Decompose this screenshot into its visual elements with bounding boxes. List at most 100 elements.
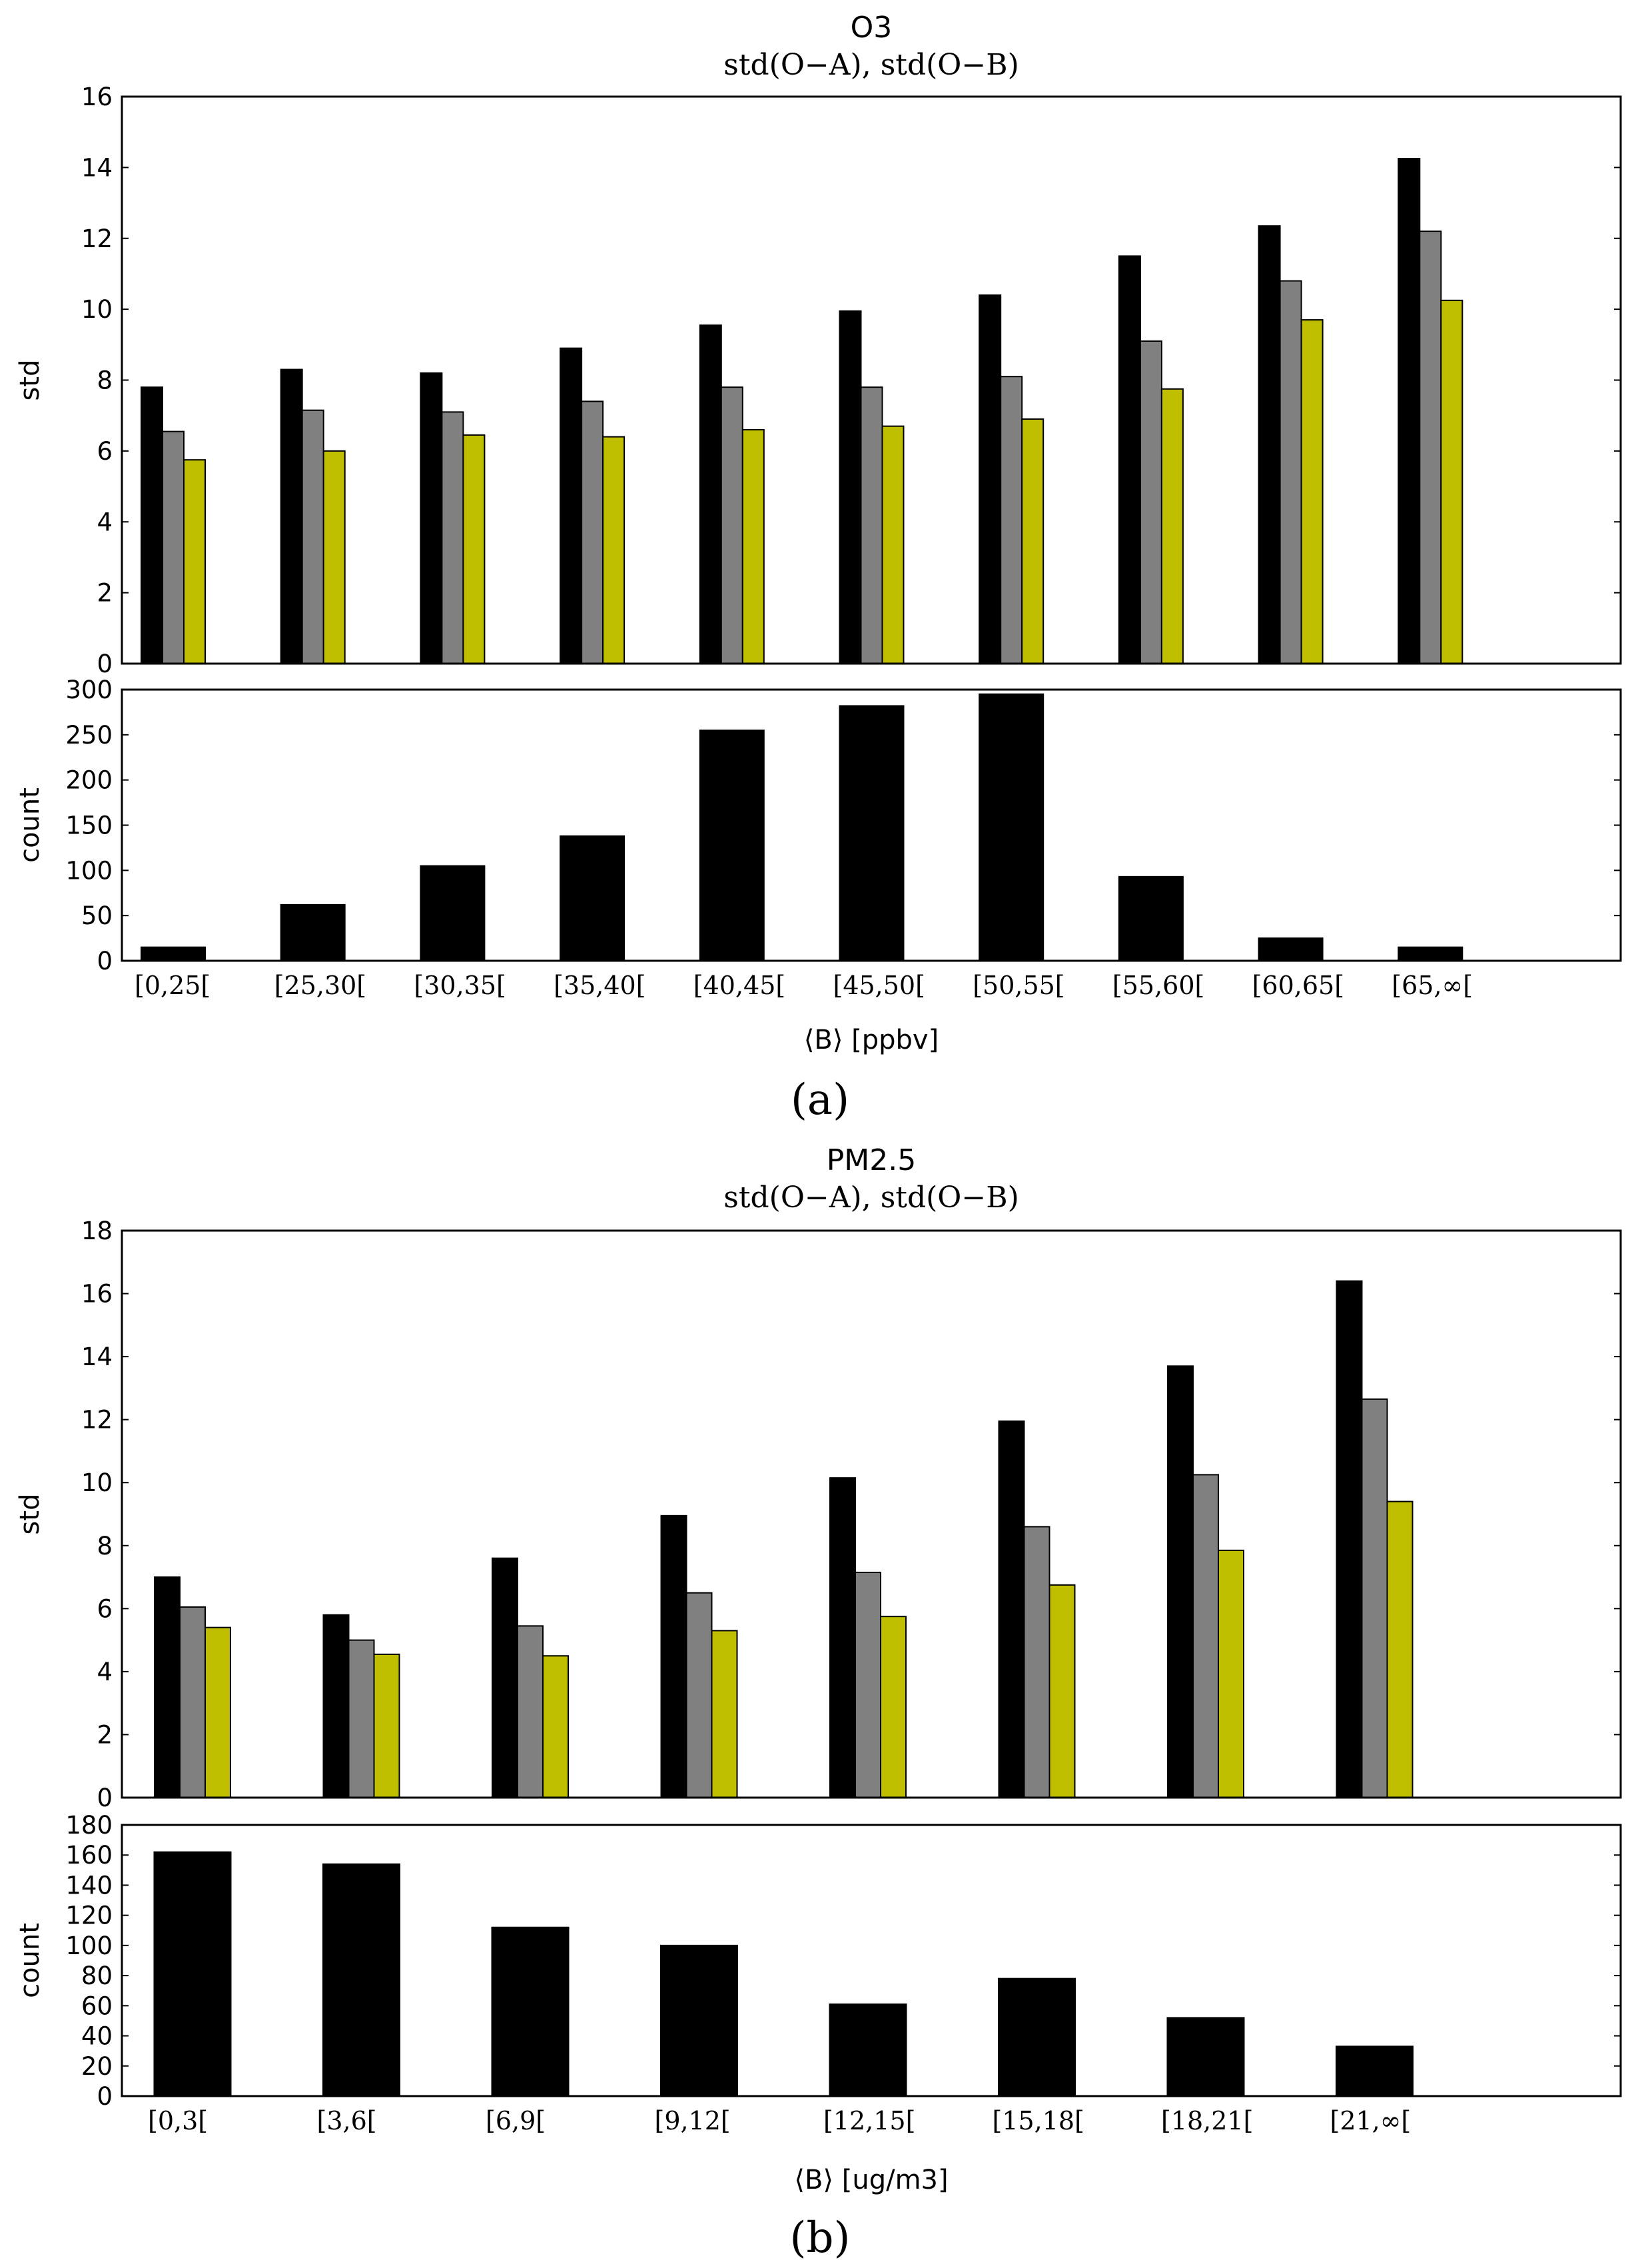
bar-std-yellow	[373, 1653, 400, 1799]
bar-count	[141, 946, 206, 962]
y-tick-label: 50	[81, 901, 113, 930]
x-tick-label: [9,12[	[655, 2106, 731, 2135]
bar-std-black	[560, 347, 583, 664]
bar-std-black	[699, 324, 722, 664]
bar-count	[660, 1944, 738, 2097]
bar-std-grey	[1192, 1474, 1219, 1799]
bar-std-yellow	[1440, 299, 1463, 664]
bar-std-black	[1118, 255, 1141, 664]
bar-std-grey	[855, 1571, 881, 1798]
bar-count	[491, 1926, 570, 2097]
y-tick-label: 4	[97, 508, 113, 536]
y-axis-label: count	[15, 1923, 45, 1998]
bar-count	[1336, 2045, 1414, 2097]
chart-pm25: PM2.5 std(O−A), std(O−B) 0 2 4 6 8 10 12 14 16 18…	[15, 1143, 1622, 2263]
y-tick-label: 2	[97, 579, 113, 608]
y-tick-label: 4	[97, 1658, 113, 1686]
x-tick-label: [45,50[	[833, 971, 925, 1000]
bar-std-grey	[1361, 1398, 1388, 1798]
y-tick-label: 6	[97, 1594, 113, 1623]
x-tick-label: [60,65[	[1252, 971, 1344, 1000]
x-tick-label: [0,3[	[148, 2106, 208, 2135]
bar-std-grey	[860, 386, 883, 664]
y-tick-label: 12	[81, 1406, 113, 1434]
bar-std-black	[141, 386, 163, 664]
bar-std-yellow	[602, 436, 625, 664]
bar-std-black	[1398, 158, 1421, 664]
bar-std-yellow	[741, 428, 765, 665]
bar-count	[1166, 2017, 1245, 2097]
bar-std-yellow	[1218, 1549, 1244, 1798]
x-tick-label: [21,∞[	[1330, 2106, 1412, 2135]
x-tick-label: [12,15[	[823, 2106, 915, 2135]
y-tick-label: 16	[81, 83, 113, 111]
y-tick-label: 250	[65, 721, 113, 750]
x-tick-label: [40,45[	[693, 971, 785, 1000]
x-tick-label: [15,18[	[993, 2106, 1084, 2135]
bar-std-grey	[301, 409, 324, 664]
x-tick-label: [25,30[	[274, 971, 366, 1000]
y-tick-label: 2	[97, 1720, 113, 1749]
bar-std-black	[154, 1576, 181, 1799]
bar-count	[839, 705, 905, 962]
x-tick-label: [0,25[	[135, 971, 210, 1000]
bar-count	[1258, 937, 1324, 962]
bar-std-grey	[1000, 376, 1023, 665]
bar-std-yellow	[1021, 418, 1044, 664]
plot-frame-count	[121, 1824, 1622, 2097]
bar-std-grey	[581, 400, 604, 664]
bar-std-grey	[162, 430, 185, 664]
y-tick-label: 40	[81, 2022, 113, 2051]
bar-std-grey	[1023, 1526, 1050, 1799]
bar-std-grey	[720, 386, 743, 664]
bar-std-yellow	[1386, 1500, 1414, 1798]
x-tick-label: [65,∞[	[1392, 971, 1473, 1000]
bar-count	[979, 693, 1044, 961]
bar-std-grey	[179, 1606, 206, 1799]
bar-std-yellow	[183, 459, 206, 664]
bar-count	[420, 865, 486, 962]
bar-std-yellow	[881, 425, 905, 664]
bar-std-grey	[348, 1639, 375, 1798]
x-tick-label: [3,6[	[317, 2106, 377, 2135]
y-tick-label: 80	[81, 1962, 113, 1990]
bar-std-yellow	[542, 1655, 569, 1798]
y-tick-label: 10	[81, 1468, 113, 1497]
chart-subtitle: std(O−A), std(O−B)	[723, 48, 1019, 82]
bar-count	[829, 2003, 907, 2097]
bar-std-black	[829, 1477, 856, 1799]
bar-count	[153, 1851, 232, 2097]
bar-count	[699, 730, 765, 962]
plot-frame-std	[121, 95, 1622, 665]
y-tick-label: 180	[65, 1811, 113, 1840]
y-tick-label: 200	[65, 766, 113, 795]
y-tick-label: 14	[81, 1343, 113, 1371]
bar-std-yellow	[322, 450, 346, 664]
y-tick-label: 14	[81, 153, 113, 182]
bar-count	[280, 903, 346, 962]
x-tick-label: [55,60[	[1112, 971, 1204, 1000]
panel-label: (b)	[790, 2213, 851, 2263]
y-tick-label: 100	[65, 1932, 113, 1960]
bar-count	[1118, 875, 1184, 961]
bar-count	[998, 1978, 1076, 2097]
bar-std-yellow	[462, 434, 486, 664]
bar-std-grey	[1419, 231, 1442, 664]
plot-frame-std	[121, 1229, 1622, 1799]
bar-count	[560, 835, 625, 962]
bar-std-yellow	[1300, 319, 1324, 664]
x-tick-label: [30,35[	[414, 971, 506, 1000]
y-tick-label: 16	[81, 1280, 113, 1309]
bar-std-black	[979, 294, 1002, 665]
panel-label: (a)	[791, 1075, 849, 1125]
bar-std-yellow	[1048, 1584, 1076, 1798]
y-tick-label: 0	[97, 650, 113, 678]
y-axis-label: std	[15, 360, 45, 401]
bar-std-grey	[517, 1625, 544, 1799]
x-tick-label: [50,55[	[973, 971, 1064, 1000]
bar-std-grey	[685, 1592, 713, 1798]
y-tick-label: 60	[81, 1991, 113, 2020]
y-tick-label: 160	[65, 1841, 113, 1870]
y-tick-label: 150	[65, 812, 113, 840]
